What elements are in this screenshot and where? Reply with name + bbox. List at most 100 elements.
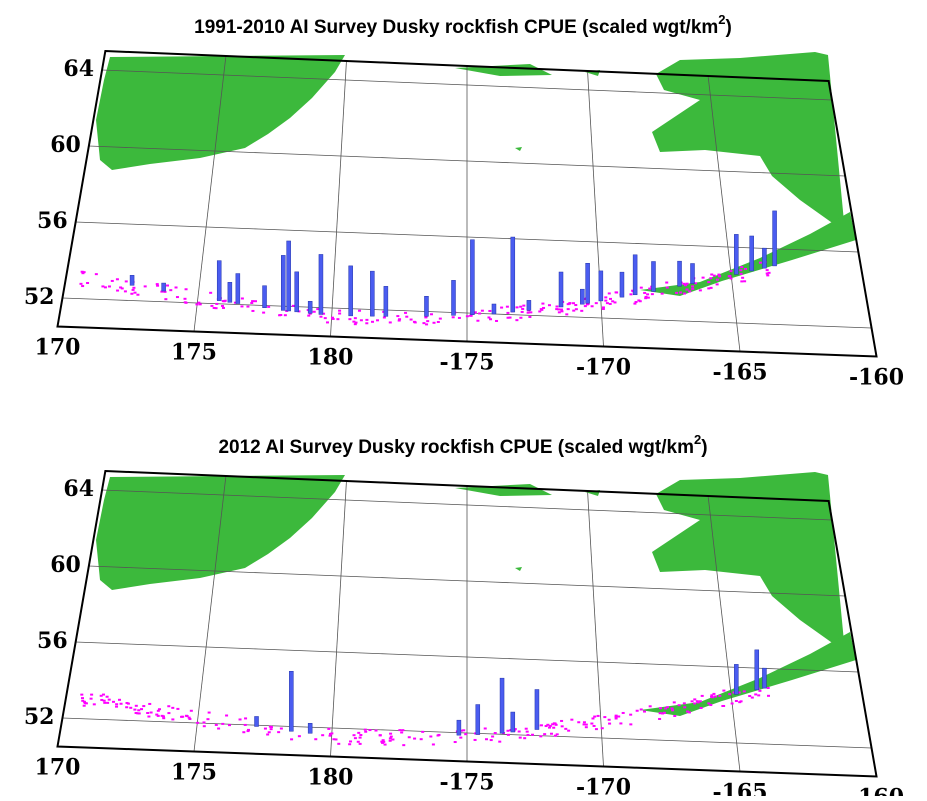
station: [107, 285, 111, 288]
station: [712, 274, 716, 277]
station: [451, 316, 455, 319]
panel-title: 1991-2010 AI Survey Dusky rockfish CPUE …: [194, 12, 732, 38]
cpue-bar: [526, 300, 532, 311]
station: [202, 725, 206, 728]
station: [80, 270, 84, 273]
station: [400, 731, 404, 734]
station: [707, 702, 711, 705]
station: [206, 718, 210, 721]
station: [567, 729, 571, 732]
station: [521, 307, 525, 310]
station: [253, 300, 257, 303]
station: [269, 728, 273, 731]
station: [413, 737, 417, 740]
cpue-bar: [262, 285, 267, 308]
station: [195, 303, 199, 306]
station: [767, 271, 771, 274]
station: [438, 317, 442, 320]
station: [364, 730, 368, 733]
station: [539, 308, 543, 311]
map-panel: 2012 AI Survey Dusky rockfish CPUE (scal…: [24, 432, 904, 801]
station: [134, 712, 138, 715]
station: [94, 273, 98, 276]
station: [250, 301, 254, 304]
station: [600, 727, 604, 730]
station: [221, 722, 225, 725]
cpue-bar: [651, 261, 656, 292]
station: [462, 729, 466, 732]
station: [493, 732, 497, 735]
station: [553, 734, 557, 737]
station: [431, 743, 435, 746]
station: [644, 297, 648, 300]
station: [565, 313, 569, 316]
station: [142, 705, 146, 708]
station: [570, 718, 574, 721]
station: [401, 729, 405, 732]
station: [426, 320, 430, 323]
station: [693, 698, 697, 701]
cpue-bar: [677, 260, 682, 287]
station: [166, 284, 170, 287]
station: [429, 735, 433, 738]
cpue-bar: [499, 677, 505, 734]
station: [712, 692, 716, 695]
station: [215, 302, 219, 305]
station: [707, 287, 711, 290]
land: [96, 55, 345, 170]
station: [604, 299, 608, 302]
station: [633, 302, 637, 305]
station: [359, 319, 363, 322]
station: [89, 697, 93, 700]
station: [227, 724, 231, 727]
station: [489, 318, 493, 321]
station: [337, 742, 341, 745]
land: [652, 472, 845, 652]
station: [557, 308, 561, 311]
station: [683, 284, 687, 287]
latitude-label: 52: [24, 704, 55, 730]
station: [546, 723, 550, 726]
station: [590, 722, 594, 725]
station: [560, 310, 564, 313]
station: [538, 310, 542, 313]
station: [715, 278, 719, 281]
station: [376, 319, 380, 322]
cpue-bar: [762, 247, 767, 269]
station: [488, 309, 492, 312]
station: [368, 729, 372, 732]
station: [155, 283, 159, 286]
station: [187, 716, 191, 719]
station: [673, 714, 677, 717]
station: [397, 319, 401, 322]
station: [101, 693, 105, 696]
station: [171, 718, 175, 721]
cpue-bar: [254, 716, 259, 727]
station: [757, 694, 761, 697]
station: [552, 722, 556, 725]
station: [528, 315, 532, 318]
station: [662, 711, 666, 714]
station: [607, 292, 611, 295]
station: [665, 286, 669, 289]
station: [291, 304, 295, 307]
cpue-bar: [235, 273, 241, 304]
station: [331, 317, 335, 320]
station: [572, 309, 576, 312]
station: [547, 304, 551, 307]
station: [603, 716, 607, 719]
station: [167, 705, 171, 708]
station: [353, 317, 357, 320]
station: [529, 311, 533, 314]
station: [251, 309, 255, 312]
station: [111, 700, 115, 703]
station: [221, 306, 225, 309]
station: [378, 734, 382, 737]
station: [102, 699, 106, 702]
station: [120, 287, 124, 290]
station: [644, 295, 648, 298]
station: [740, 266, 744, 269]
station: [424, 316, 428, 319]
cpue-bar: [216, 260, 222, 301]
station: [183, 297, 187, 300]
